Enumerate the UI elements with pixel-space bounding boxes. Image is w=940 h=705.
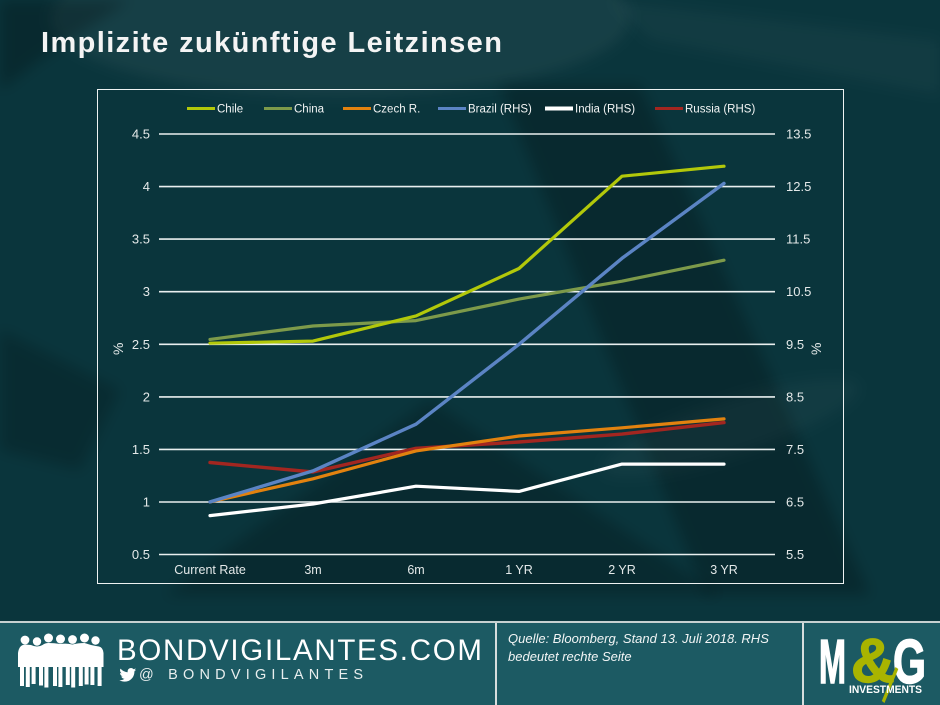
svg-text:Current Rate: Current Rate [174, 563, 246, 577]
svg-text:6m: 6m [407, 563, 424, 577]
svg-text:11.5: 11.5 [786, 232, 810, 247]
svg-text:5.5: 5.5 [786, 547, 804, 562]
svg-text:0.5: 0.5 [132, 547, 150, 562]
svg-text:13.5: 13.5 [786, 127, 811, 142]
svg-text:Chile: Chile [217, 104, 243, 116]
svg-text:10.5: 10.5 [786, 284, 811, 299]
svg-text:Russia (RHS): Russia (RHS) [685, 104, 755, 116]
svg-text:4.5: 4.5 [132, 127, 150, 142]
svg-text:7.5: 7.5 [786, 442, 804, 457]
svg-text:INVESTMENTS: INVESTMENTS [849, 684, 922, 696]
svg-text:1: 1 [143, 495, 150, 510]
svg-text:2.5: 2.5 [132, 337, 150, 352]
svg-text:2 YR: 2 YR [608, 563, 636, 577]
svg-text:1.5: 1.5 [132, 442, 150, 457]
svg-text:3: 3 [143, 284, 150, 299]
svg-text:6.5: 6.5 [786, 495, 804, 510]
svg-text:3m: 3m [304, 563, 321, 577]
svg-text:G: G [893, 631, 926, 697]
svg-text:Czech R.: Czech R. [373, 104, 420, 116]
svg-text:4: 4 [143, 179, 150, 194]
svg-text:9.5: 9.5 [786, 337, 804, 352]
svg-text:M: M [819, 631, 846, 697]
svg-text:3 YR: 3 YR [710, 563, 738, 577]
svg-text:China: China [294, 104, 325, 116]
svg-text:%: % [110, 343, 126, 355]
svg-text:3.5: 3.5 [132, 232, 150, 247]
svg-text:2: 2 [143, 389, 150, 404]
svg-text:12.5: 12.5 [786, 179, 811, 194]
svg-text:%: % [808, 343, 824, 355]
svg-text:India (RHS): India (RHS) [575, 104, 635, 116]
svg-text:Brazil (RHS): Brazil (RHS) [468, 104, 532, 116]
svg-text:8.5: 8.5 [786, 389, 804, 404]
svg-text:1 YR: 1 YR [505, 563, 533, 577]
